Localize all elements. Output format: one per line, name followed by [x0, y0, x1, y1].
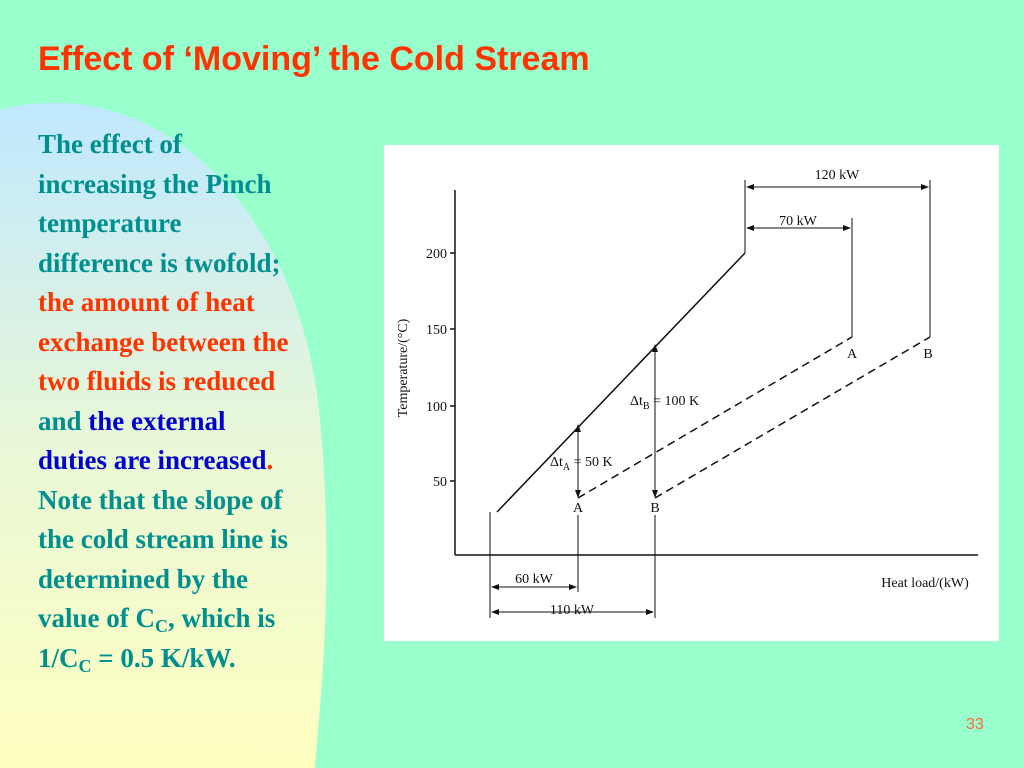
text-run: 1/C	[38, 642, 79, 673]
body-line: the cold stream line is	[38, 520, 288, 560]
text-run: .	[266, 445, 274, 475]
text-run: determined by the	[38, 563, 248, 594]
body-line: the amount of heat	[38, 283, 288, 323]
x-axis-label: Heat load/(kW)	[881, 576, 969, 591]
text-run: and	[38, 405, 89, 436]
delta-rest: = 50 K	[570, 455, 613, 470]
delta-sub: A	[563, 462, 571, 473]
body-line: value of CC, which is	[38, 599, 288, 639]
line-label: A	[847, 347, 858, 362]
body-line: exchange between the	[38, 323, 288, 363]
text-run: exchange between the	[38, 326, 289, 357]
y-axis-label: Temperature/(°C)	[396, 318, 411, 417]
dimension-label: 70 kW	[779, 214, 818, 229]
y-tick-label: 150	[426, 323, 447, 338]
text-run: increasing the Pinch	[38, 168, 272, 199]
body-line: duties are increased.	[38, 441, 288, 481]
text-run: temperature	[38, 208, 182, 238]
body-line: temperature	[38, 204, 288, 244]
text-run: , which is	[168, 603, 276, 633]
figure-background	[384, 145, 999, 641]
y-tick-label: 200	[426, 247, 447, 262]
curve-shape	[0, 102, 327, 768]
text-run: = 0.5 K/kW.	[91, 642, 236, 673]
body-line: Note that the slope of	[38, 481, 288, 521]
body-line: The effect of	[38, 125, 288, 165]
text-run: the external	[88, 405, 226, 436]
text-run: value of C	[38, 603, 155, 633]
body-line: 1/CC = 0.5 K/kW.	[38, 639, 288, 679]
text-run: Note that the slope of	[38, 484, 283, 515]
body-line: and the external	[38, 402, 288, 442]
text-run: the amount of heat	[38, 287, 255, 317]
subscript: C	[78, 655, 92, 676]
dimension-label: 120 kW	[815, 168, 861, 183]
delta-sub: B	[643, 401, 650, 412]
line-label: B	[650, 501, 659, 516]
delta-label: ΔtB = 100 K	[630, 394, 699, 412]
text-run: the cold stream line is	[38, 524, 288, 554]
hot-line	[496, 252, 746, 513]
line-label: A	[573, 501, 584, 516]
text-run: two fluids is reduced	[38, 366, 276, 396]
subscript: C	[155, 616, 168, 636]
text-run: The effect of	[38, 129, 182, 159]
body-line: two fluids is reduced	[38, 362, 288, 402]
y-tick-label: 50	[433, 475, 447, 490]
page-number: 33	[966, 716, 984, 733]
delta-label: ΔtA = 50 K	[550, 455, 613, 473]
cold-line-a	[577, 336, 853, 499]
body-line: difference is twofold;	[38, 244, 288, 284]
text-run: difference is twofold;	[38, 247, 281, 278]
body-line: determined by the	[38, 560, 288, 600]
text-run: duties are increased	[38, 445, 267, 475]
dimension-label: 60 kW	[515, 572, 554, 587]
delta-rest: = 100 K	[650, 394, 700, 409]
cold-line-b	[654, 336, 931, 499]
body-text: The effect of increasing the Pinch tempera…	[38, 125, 288, 678]
dimension-label: 110 kW	[550, 603, 595, 618]
slide-title: Effect of ‘Moving’ the Cold Stream	[38, 40, 590, 78]
delta-symbol: Δt	[550, 455, 563, 470]
figure: 200 150 100 50 Temperature/(°C) Heat loa…	[384, 145, 999, 641]
body-line: increasing the Pinch	[38, 165, 288, 205]
delta-symbol: Δt	[630, 394, 643, 409]
y-tick-label: 100	[426, 400, 447, 415]
line-label: B	[923, 347, 932, 362]
